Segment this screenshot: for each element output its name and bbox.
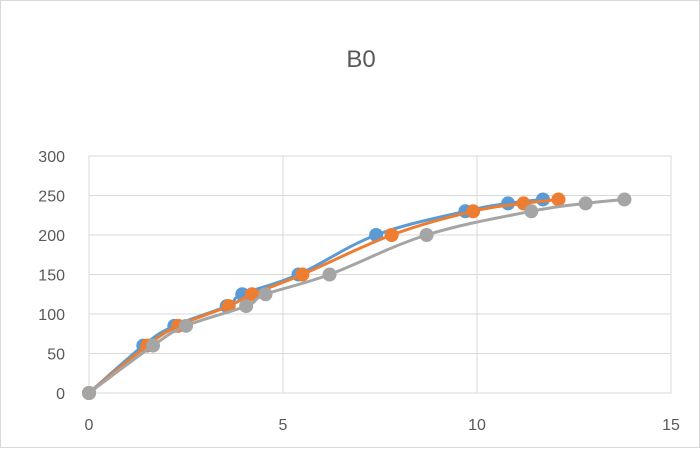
y-tick-label: 250 <box>38 189 65 206</box>
y-tick-label: 0 <box>56 386 65 403</box>
grid <box>88 155 672 394</box>
y-tick-label: 200 <box>38 228 65 245</box>
series-line <box>88 197 544 395</box>
data-point <box>578 196 593 211</box>
data-point <box>244 287 259 302</box>
data-point <box>179 318 193 333</box>
x-tick-label: 15 <box>662 417 680 434</box>
series-line <box>88 197 559 395</box>
tick-labels: 0 50 100 150 200 250 300 0 5 10 15 <box>38 149 680 434</box>
data-point <box>551 192 566 207</box>
x-tick-label: 5 <box>279 417 288 434</box>
data-point <box>384 228 399 242</box>
series-line <box>88 197 625 395</box>
data-point <box>322 267 337 282</box>
series <box>82 192 632 400</box>
data-point <box>466 204 481 219</box>
series-2 <box>82 192 566 400</box>
y-tick-label: 300 <box>38 149 65 166</box>
data-point <box>258 287 273 302</box>
data-point <box>419 228 434 242</box>
y-tick-label: 50 <box>47 347 65 364</box>
data-point <box>617 192 632 207</box>
chart-title: B0 <box>346 46 375 73</box>
data-point <box>239 299 254 314</box>
data-point <box>82 386 96 400</box>
x-tick-label: 0 <box>85 417 94 434</box>
data-point <box>146 338 161 353</box>
data-point <box>524 204 539 219</box>
x-tick-label: 10 <box>468 417 486 434</box>
y-tick-label: 100 <box>38 307 65 324</box>
series-3 <box>82 192 632 400</box>
y-tick-label: 150 <box>38 268 65 285</box>
data-point <box>295 267 310 282</box>
series-1 <box>82 192 550 400</box>
